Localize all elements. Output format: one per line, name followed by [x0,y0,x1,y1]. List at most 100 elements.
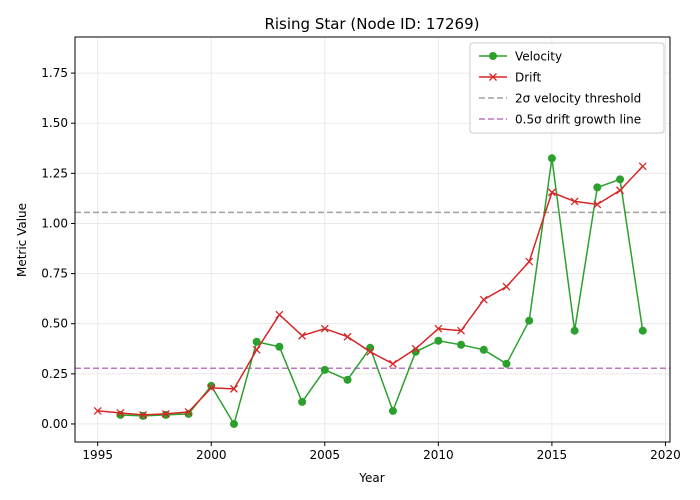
legend-label: 0.5σ drift growth line [515,113,641,127]
data-point [434,324,443,333]
data-point-stroke [161,409,170,418]
data-point [298,331,307,340]
y-tick-label: 1.50 [41,116,68,130]
y-tick-label: 1.00 [41,216,68,230]
grid [75,37,670,442]
data-point [525,316,534,325]
data-point-stroke [139,410,148,419]
data-point [457,326,466,335]
data-point-stroke [434,324,443,333]
legend-label: Drift [515,71,542,85]
data-point [570,326,579,335]
data-point [411,344,420,353]
reference-lines [75,211,670,369]
legend-label: Velocity [515,50,562,64]
data-point [479,295,488,304]
data-point [93,406,102,415]
y-tick-label: 1.75 [41,66,68,80]
legend-entry: 2σ velocity threshold [479,92,641,106]
y-tick-label: 1.25 [41,166,68,180]
data-point-stroke [116,408,125,417]
data-point [116,408,125,417]
data-point-stroke [479,295,488,304]
data-point [343,375,352,384]
data-point [320,324,329,333]
data-point-stroke [638,162,647,171]
plot-frame [74,36,671,443]
data-point [230,384,238,393]
data-point [207,383,216,392]
legend-entry: Drift [479,71,542,85]
data-point-stroke [366,347,375,356]
data-point [638,162,647,171]
data-point-stroke [502,282,511,291]
data-point [616,175,625,184]
data-point [139,411,148,420]
legend-entry: 0.5σ drift growth line [479,113,641,127]
data-point [366,347,375,356]
data-point [184,407,193,416]
data-point-stroke [93,406,102,415]
data-point [298,397,307,406]
y-axis-ticks: 0.00 0.25 0.50 0.75 1.00 1.25 1.50 1.75 [41,66,75,431]
data-point [252,337,261,346]
y-tick-label: 0.25 [41,367,68,381]
x-tick-label: 2005 [310,448,341,462]
data-point [570,197,579,206]
data-point [161,409,170,418]
legend-marker [489,52,497,60]
data-point [252,345,261,354]
data-point [139,410,148,419]
series [93,154,647,428]
x-tick-label: 2015 [537,448,568,462]
data-point-stroke [343,332,352,341]
series-drift [93,162,647,419]
data-point-stroke [230,384,238,393]
y-axis-label: Metric Value [15,203,29,277]
data-point [502,359,511,368]
data-point-stroke [275,310,284,319]
data-point [593,183,602,192]
data-point-stroke [457,326,466,335]
data-point-stroke [388,359,397,368]
data-point [388,359,397,368]
legend-marker [489,73,497,81]
x-axis-label: Year [358,471,384,485]
data-point [275,310,284,319]
data-point [343,332,352,341]
y-tick-label: 0.00 [41,417,68,431]
data-point [161,410,170,419]
data-point [388,406,397,415]
data-point-stroke [252,345,261,354]
legend-label: 2σ velocity threshold [515,92,641,106]
data-point-stroke [207,383,216,392]
data-point [320,365,329,374]
data-point [479,345,488,354]
data-point [525,257,534,266]
data-point [638,326,647,335]
y-tick-label: 0.75 [41,267,68,281]
data-point [229,419,238,428]
x-axis-ticks: 1995 2000 2005 2010 2015 2020 [82,442,681,462]
data-point [616,186,624,195]
x-tick-label: 1995 [82,448,113,462]
data-point [457,340,466,349]
data-point-stroke [570,197,579,206]
series-line [120,158,644,426]
legend: Velocity Drift 2σ velocity threshold 0.5σ d… [469,42,665,134]
data-point-stroke [320,324,329,333]
data-point-stroke [547,188,556,197]
data-point [547,188,556,197]
data-point-stroke [184,407,193,416]
data-point-stroke [298,331,307,340]
data-point-stroke [525,257,534,266]
data-point-stroke [593,200,602,209]
data-point [547,154,556,163]
y-tick-label: 0.50 [41,317,68,331]
data-point [593,200,602,209]
data-point [434,336,443,345]
series-velocity [116,154,647,428]
legend-box [469,42,665,134]
data-point-stroke [616,186,624,195]
